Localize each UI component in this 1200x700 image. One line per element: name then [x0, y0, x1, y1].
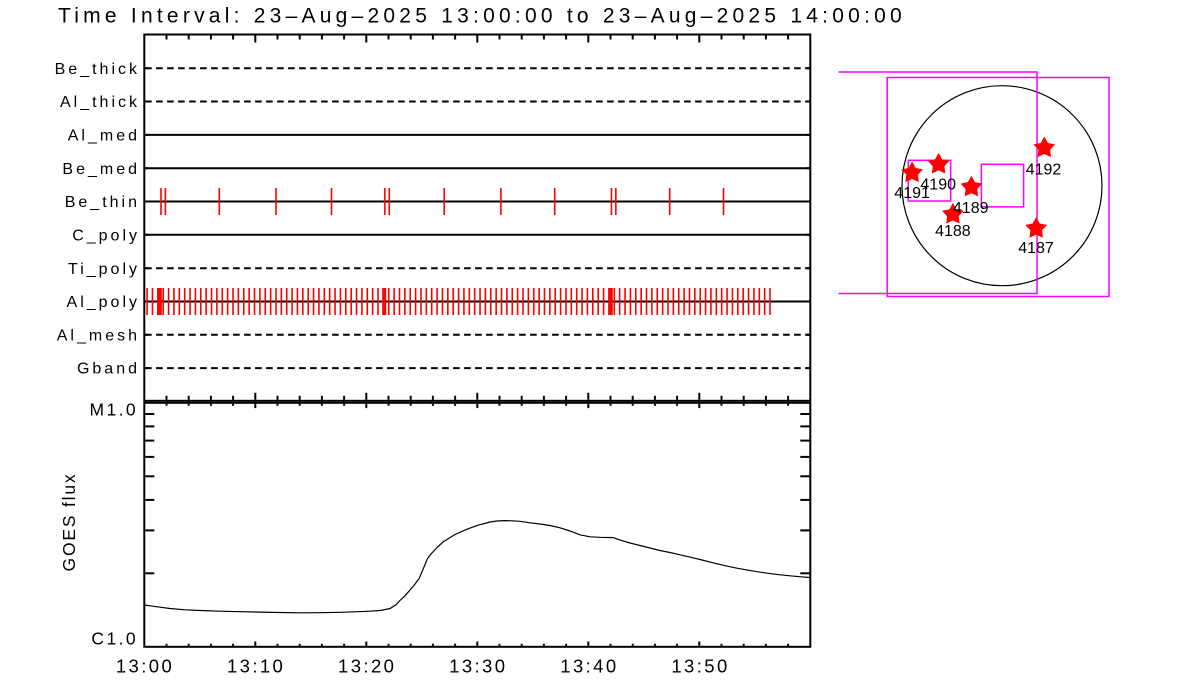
svg-text:4192: 4192 — [1026, 161, 1062, 178]
svg-text:13:50: 13:50 — [671, 656, 729, 677]
svg-text:Al_thick: Al_thick — [60, 94, 140, 111]
svg-text:13:00: 13:00 — [116, 656, 174, 677]
svg-text:Gband: Gband — [77, 361, 140, 378]
svg-text:13:40: 13:40 — [560, 656, 618, 677]
svg-text:Al_med: Al_med — [68, 128, 140, 145]
svg-text:4189: 4189 — [953, 200, 989, 217]
svg-text:M1.0: M1.0 — [89, 400, 138, 420]
svg-text:Ti_poly: Ti_poly — [68, 261, 140, 278]
svg-text:Be_med: Be_med — [62, 161, 140, 178]
svg-text:4188: 4188 — [935, 223, 971, 240]
svg-text:13:20: 13:20 — [338, 656, 396, 677]
svg-text:Be_thick: Be_thick — [55, 61, 140, 78]
svg-text:Al_mesh: Al_mesh — [57, 327, 140, 344]
svg-text:4191: 4191 — [894, 185, 930, 202]
svg-text:GOES flux: GOES flux — [59, 473, 79, 572]
svg-text:Al_poly: Al_poly — [67, 294, 140, 311]
svg-text:4190: 4190 — [920, 176, 956, 193]
svg-text:13:10: 13:10 — [227, 656, 285, 677]
svg-text:Be_thin: Be_thin — [65, 194, 140, 211]
svg-text:13:30: 13:30 — [449, 656, 507, 677]
svg-text:C1.0: C1.0 — [91, 629, 138, 649]
svg-text:Time Interval: 23–Aug–2025 13:: Time Interval: 23–Aug–2025 13:00:00 to 2… — [58, 5, 903, 28]
svg-text:C_poly: C_poly — [72, 227, 140, 244]
svg-text:4187: 4187 — [1018, 240, 1054, 257]
